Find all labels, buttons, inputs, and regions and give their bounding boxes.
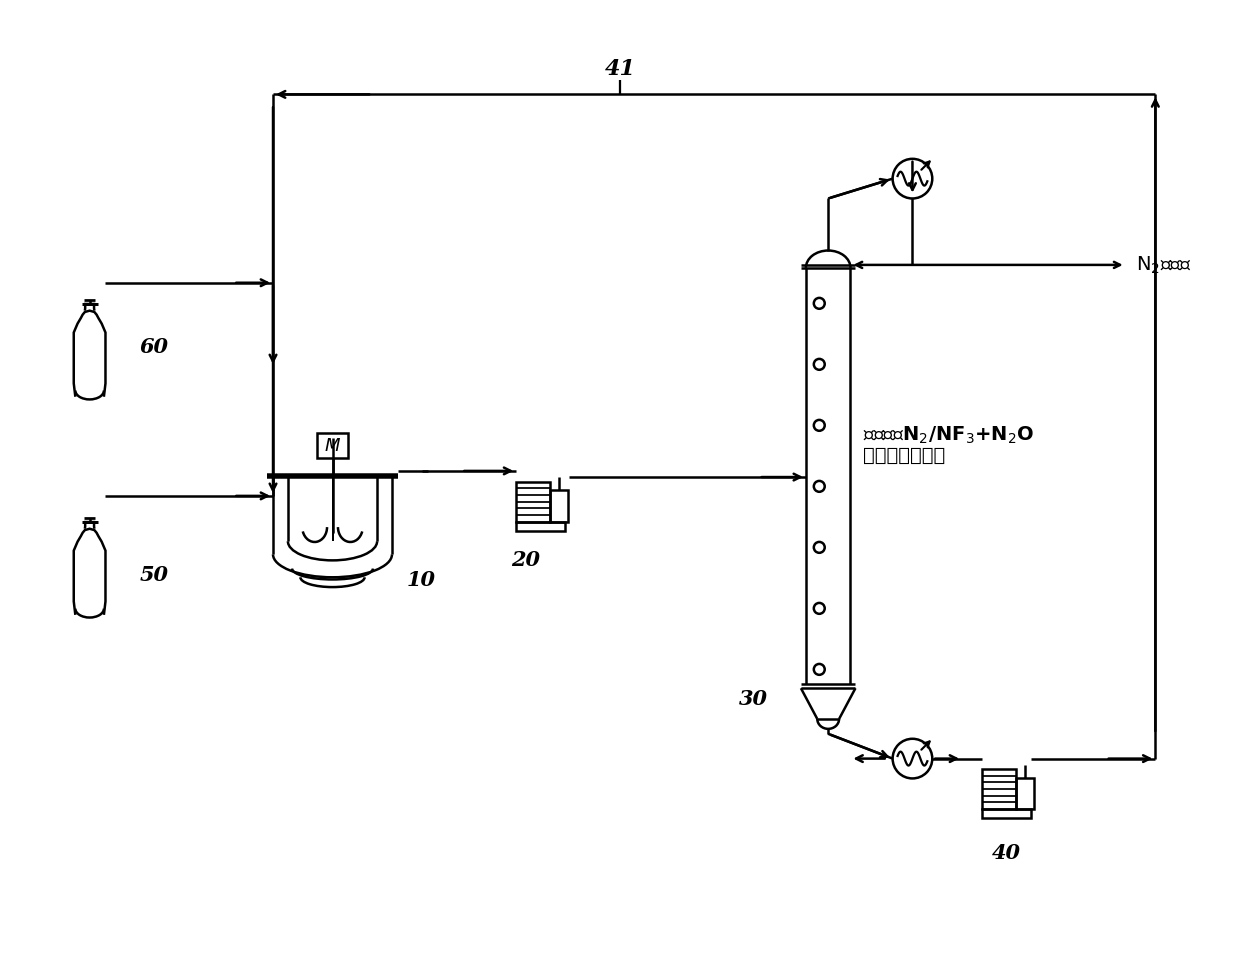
Text: 50: 50	[139, 565, 169, 585]
Text: 10: 10	[407, 570, 435, 590]
Text: 20: 20	[511, 551, 541, 570]
Text: 60: 60	[139, 337, 169, 357]
Text: N$_2$排气口: N$_2$排气口	[1136, 254, 1192, 275]
Text: $M$: $M$	[324, 437, 341, 455]
Text: 41: 41	[605, 58, 635, 79]
Text: 混合物的蕍馏柱: 混合物的蕍馏柱	[863, 446, 945, 466]
Text: 30: 30	[739, 689, 768, 709]
Text: 40: 40	[992, 843, 1021, 863]
Text: 用于分离N$_2$/NF$_3$+N$_2$O: 用于分离N$_2$/NF$_3$+N$_2$O	[863, 425, 1034, 446]
